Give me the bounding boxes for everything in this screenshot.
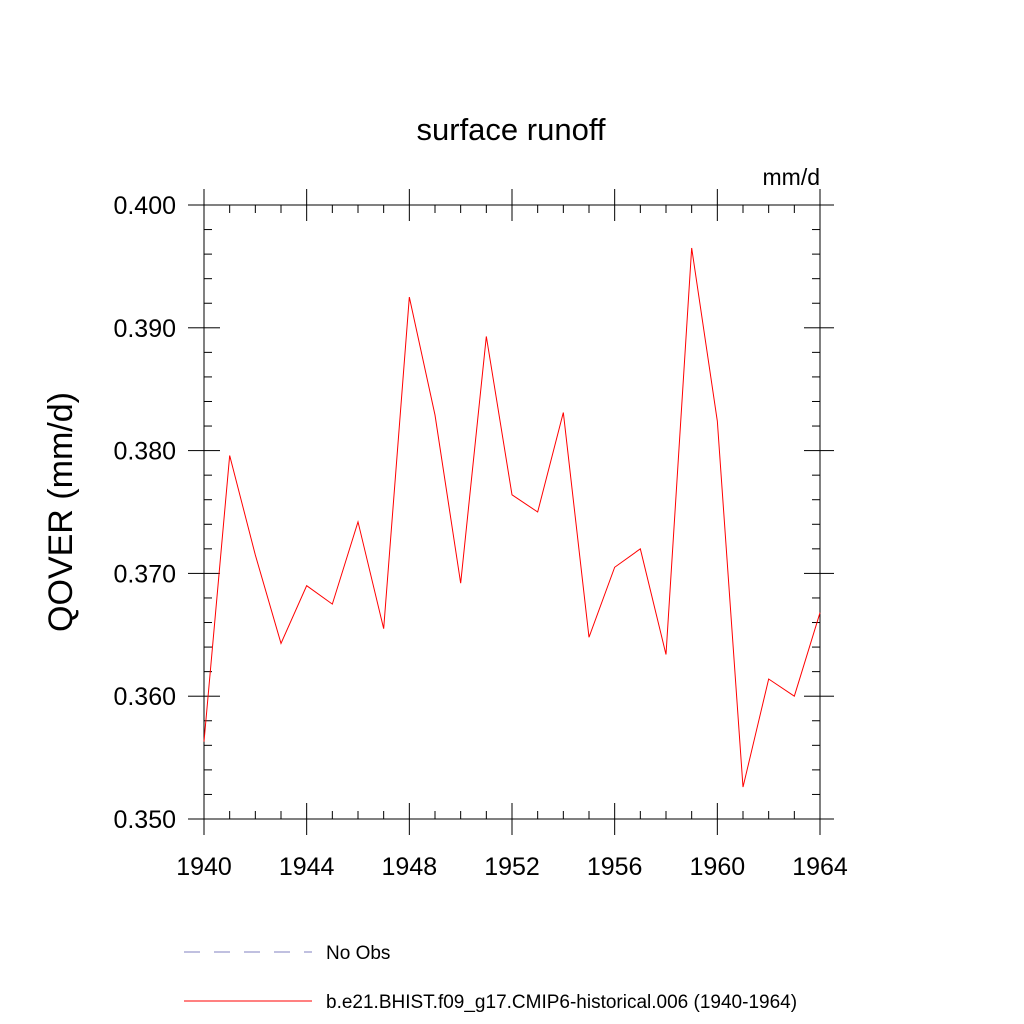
x-tick-label: 1952 [484, 853, 540, 881]
x-tick-label: 1944 [279, 853, 335, 881]
x-tick-label: 1964 [792, 853, 848, 881]
x-tick-label: 1956 [587, 853, 643, 881]
y-tick-label: 0.350 [113, 806, 176, 834]
units-label: mm/d [763, 164, 821, 190]
series-line [203, 247, 821, 788]
legend-label: b.e21.BHIST.f09_g17.CMIP6-historical.006… [326, 992, 797, 1013]
axis-ticks [188, 189, 834, 835]
series-lines [203, 247, 821, 788]
x-tick-label: 1940 [176, 853, 232, 881]
y-tick-label: 0.380 [113, 438, 176, 466]
legend: No Obs b.e21.BHIST.f09_g17.CMIP6-historic… [184, 943, 797, 1013]
y-tick-labels: 0.350 0.360 0.370 0.380 0.390 0.400 [113, 192, 176, 834]
y-tick-label: 0.360 [113, 683, 176, 711]
legend-label: No Obs [326, 943, 390, 964]
y-axis-label: QOVER (mm/d) [42, 392, 80, 632]
x-tick-label: 1948 [382, 853, 438, 881]
y-tick-label: 0.400 [113, 192, 176, 220]
chart-title: surface runoff [417, 112, 606, 147]
y-tick-label: 0.370 [113, 560, 176, 588]
x-tick-labels: 1940 1944 1948 1952 1956 1960 1964 [176, 853, 848, 881]
x-tick-label: 1960 [690, 853, 746, 881]
y-tick-label: 0.390 [113, 315, 176, 343]
plot-frame [203, 204, 821, 820]
